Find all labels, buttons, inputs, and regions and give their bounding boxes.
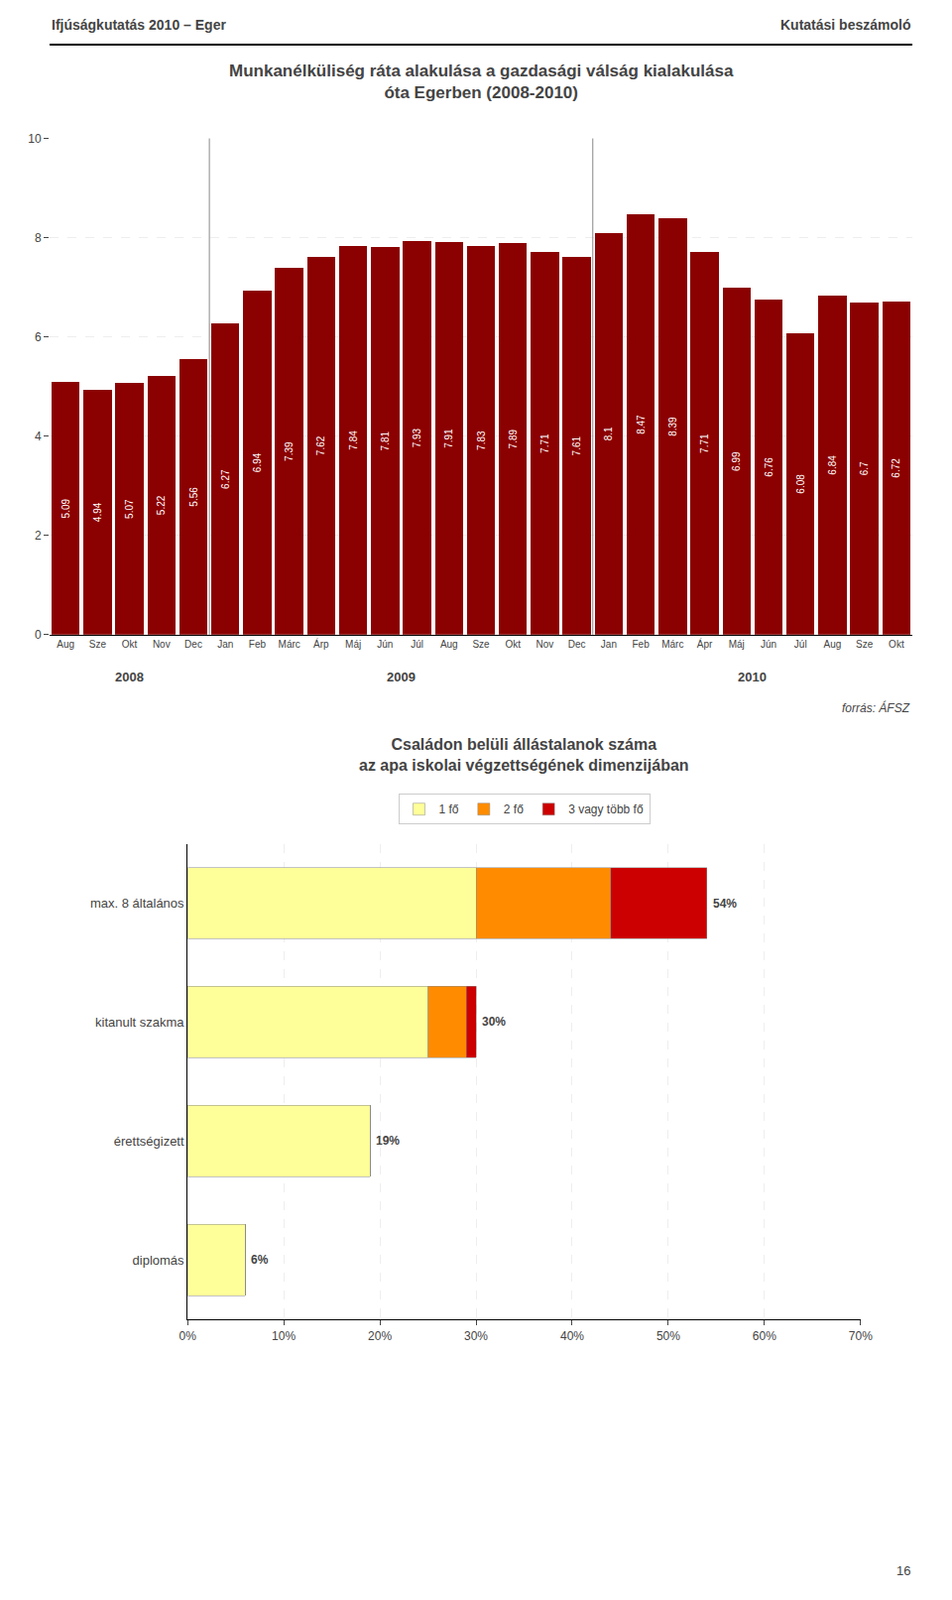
- svg-text:Kutatási beszámoló: Kutatási beszámoló: [780, 16, 911, 33]
- svg-text:2009: 2009: [386, 669, 416, 685]
- svg-text:6.08: 6.08: [795, 474, 807, 494]
- svg-text:Jan: Jan: [600, 638, 617, 650]
- svg-text:Dec: Dec: [184, 638, 203, 650]
- svg-text:6.94: 6.94: [251, 452, 263, 473]
- svg-text:7.89: 7.89: [507, 428, 519, 449]
- svg-text:Máj: Máj: [345, 638, 361, 650]
- svg-text:6.27: 6.27: [220, 469, 232, 489]
- svg-text:7.71: 7.71: [539, 433, 551, 454]
- svg-text:Feb: Feb: [631, 638, 650, 650]
- svg-text:1 fő: 1 fő: [439, 802, 460, 817]
- svg-text:diplomás: diplomás: [132, 1252, 186, 1268]
- svg-text:Jan: Jan: [217, 638, 234, 650]
- svg-text:6%: 6%: [250, 1252, 269, 1267]
- svg-text:40%: 40%: [560, 1328, 585, 1343]
- svg-text:Jún: Jún: [376, 638, 393, 650]
- svg-text:érettségizett: érettségizett: [114, 1133, 185, 1149]
- svg-text:4.94: 4.94: [92, 501, 104, 522]
- svg-text:16: 16: [896, 1562, 911, 1578]
- svg-text:6.76: 6.76: [763, 457, 775, 477]
- svg-text:Sze: Sze: [472, 638, 490, 650]
- svg-text:3 vagy több fő: 3 vagy több fő: [568, 802, 644, 817]
- svg-text:4: 4: [34, 429, 42, 444]
- svg-text:7.62: 7.62: [315, 435, 327, 456]
- svg-text:Ifjúságkutatás 2010 – Eger: Ifjúságkutatás 2010 – Eger: [51, 16, 227, 33]
- svg-text:0%: 0%: [179, 1328, 198, 1343]
- svg-text:2: 2: [34, 528, 42, 543]
- svg-text:Dec: Dec: [568, 638, 587, 650]
- svg-text:Márc: Márc: [661, 638, 684, 650]
- svg-text:6.7: 6.7: [858, 461, 870, 476]
- svg-text:Aug: Aug: [440, 638, 459, 650]
- svg-text:7.61: 7.61: [571, 435, 583, 456]
- svg-text:Aug: Aug: [824, 638, 842, 650]
- svg-text:7.93: 7.93: [411, 427, 423, 448]
- svg-text:20%: 20%: [367, 1328, 392, 1343]
- svg-text:Okt: Okt: [888, 638, 905, 650]
- svg-text:7.84: 7.84: [348, 430, 359, 451]
- svg-text:30%: 30%: [481, 1014, 506, 1029]
- svg-text:Feb: Feb: [248, 638, 267, 650]
- svg-text:Júl: Júl: [410, 638, 424, 650]
- svg-text:60%: 60%: [752, 1328, 777, 1343]
- svg-text:30%: 30%: [464, 1328, 488, 1343]
- svg-text:6.72: 6.72: [890, 458, 902, 478]
- svg-text:max. 8 általános: max. 8 általános: [90, 895, 185, 911]
- svg-text:Máj: Máj: [728, 638, 745, 650]
- svg-text:50%: 50%: [656, 1328, 681, 1343]
- svg-text:5.22: 5.22: [155, 494, 167, 515]
- svg-text:Okt: Okt: [504, 638, 521, 650]
- svg-text:2 fő: 2 fő: [503, 802, 524, 817]
- svg-text:Munkanélküliség ráta alakulása: Munkanélküliség ráta alakulása a gazdasá…: [229, 61, 734, 103]
- svg-text:2008: 2008: [115, 669, 144, 685]
- svg-text:Aug: Aug: [56, 638, 75, 650]
- svg-text:2010: 2010: [737, 669, 767, 685]
- svg-text:70%: 70%: [848, 1328, 873, 1343]
- svg-text:5.09: 5.09: [60, 498, 72, 519]
- svg-text:Júl: Júl: [794, 638, 808, 650]
- svg-text:7.71: 7.71: [699, 433, 711, 454]
- svg-text:5.07: 5.07: [123, 498, 135, 519]
- svg-text:Ápr: Ápr: [697, 637, 714, 650]
- svg-text:8: 8: [34, 231, 42, 245]
- svg-text:kitanult szakma: kitanult szakma: [95, 1014, 185, 1030]
- svg-text:54%: 54%: [713, 896, 737, 911]
- svg-text:6: 6: [34, 330, 42, 345]
- svg-text:6.99: 6.99: [730, 451, 742, 472]
- svg-text:Árp: Árp: [313, 637, 330, 650]
- svg-text:8.47: 8.47: [635, 414, 647, 435]
- svg-text:7.91: 7.91: [443, 428, 455, 449]
- svg-text:Nov: Nov: [536, 638, 555, 650]
- svg-text:Okt: Okt: [121, 638, 138, 650]
- svg-text:Sze: Sze: [89, 638, 108, 650]
- svg-text:10: 10: [27, 131, 42, 146]
- svg-text:7.83: 7.83: [476, 430, 487, 451]
- svg-text:6.84: 6.84: [827, 455, 838, 476]
- svg-text:7.81: 7.81: [379, 430, 391, 451]
- svg-text:Sze: Sze: [855, 638, 874, 650]
- svg-text:Nov: Nov: [152, 638, 171, 650]
- svg-text:Jún: Jún: [760, 638, 777, 650]
- svg-text:Családon belüli állástalanok s: Családon belüli állástalanok számaaz apa…: [358, 735, 690, 774]
- svg-text:10%: 10%: [271, 1328, 296, 1343]
- svg-text:5.56: 5.56: [188, 486, 200, 507]
- svg-text:8.39: 8.39: [667, 416, 679, 437]
- svg-text:Márc: Márc: [278, 638, 301, 650]
- svg-text:7.39: 7.39: [283, 441, 295, 462]
- svg-text:8.1: 8.1: [602, 426, 614, 441]
- svg-text:0: 0: [34, 627, 42, 642]
- svg-text:forrás: ÁFSZ: forrás: ÁFSZ: [841, 700, 911, 715]
- svg-text:19%: 19%: [375, 1133, 400, 1148]
